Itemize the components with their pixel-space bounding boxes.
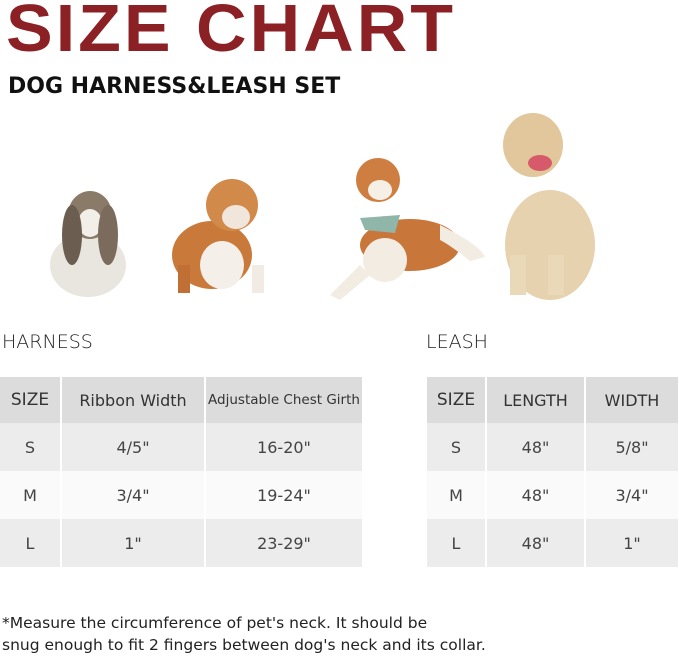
cell: S [0,423,61,471]
cell: 23-29" [204,519,362,567]
cell: L [0,519,61,567]
header-width: WIDTH [584,377,678,423]
golden-retriever-image [503,113,595,300]
header-length: LENGTH [485,377,585,423]
table-row: S 48" 5/8" [427,423,678,471]
shih-tzu-image [50,191,126,297]
table-row: L 48" 1" [427,519,678,567]
header-chest-girth: Adjustable Chest Girth [204,377,362,423]
cell: 3/4" [584,471,678,519]
title: SIZE CHART [6,0,456,66]
cell: M [427,471,486,519]
bulldog-image [172,179,264,293]
harness-table: SIZE Ribbon Width Adjustable Chest Girth… [0,377,362,567]
subtitle: DOG HARNESS&LEASH SET [8,74,341,99]
cell: 1" [60,519,205,567]
table-header: SIZE Ribbon Width Adjustable Chest Girth [0,377,362,423]
cell: M [0,471,61,519]
table-row: S 4/5" 16-20" [0,423,362,471]
cell: 19-24" [204,471,362,519]
table-row: L 1" 23-29" [0,519,362,567]
header-size: SIZE [427,377,486,423]
cell: 4/5" [60,423,205,471]
table-row: M 3/4" 19-24" [0,471,362,519]
note-line-1: *Measure the circumference of pet's neck… [2,614,428,632]
shiba-inu-image [330,158,485,300]
harness-label: HARNESS [2,331,93,353]
dog-photos [50,113,595,300]
measurement-note: *Measure the circumference of pet's neck… [2,612,486,656]
cell: 48" [485,471,585,519]
cell: 5/8" [584,423,678,471]
leash-label: LEASH [426,331,488,353]
leash-table: SIZE LENGTH WIDTH S 48" 5/8" M 48" 3/4" … [427,377,678,567]
cell: 3/4" [60,471,205,519]
note-line-2: snug enough to fit 2 fingers between dog… [2,636,486,654]
header-ribbon-width: Ribbon Width [60,377,205,423]
table-header: SIZE LENGTH WIDTH [427,377,678,423]
cell: L [427,519,486,567]
header-size: SIZE [0,377,61,423]
cell: 16-20" [204,423,362,471]
cell: S [427,423,486,471]
table-row: M 48" 3/4" [427,471,678,519]
cell: 48" [485,519,585,567]
cell: 48" [485,423,585,471]
cell: 1" [584,519,678,567]
